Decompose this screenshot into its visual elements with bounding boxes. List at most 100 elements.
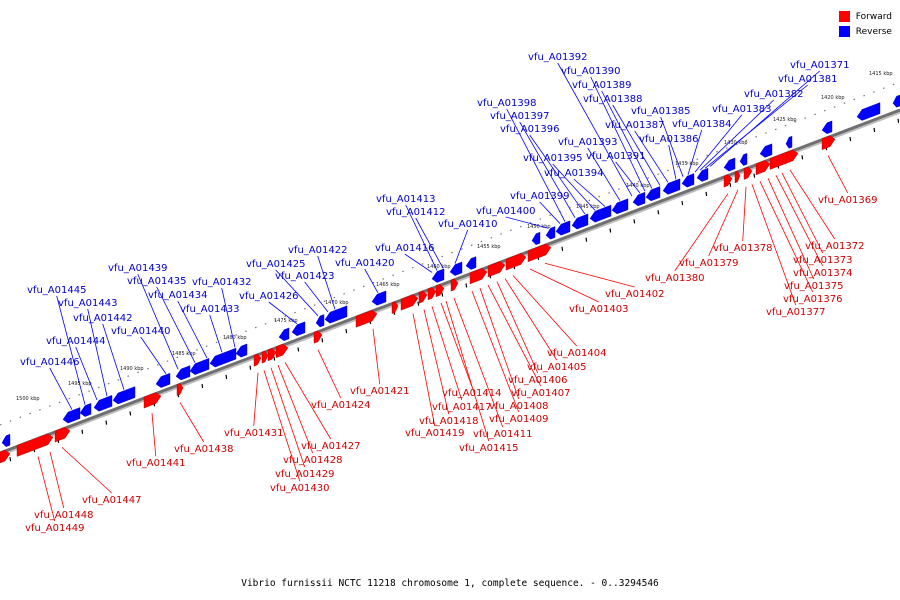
gene-label-vfu-a01408[interactable]: vfu_A01408: [489, 401, 548, 412]
gene-label-vfu-a01395[interactable]: vfu_A01395: [523, 153, 582, 164]
reverse-gene-arrow[interactable]: [785, 135, 793, 149]
reverse-gene-arrow[interactable]: [79, 403, 92, 417]
forward-gene-arrow[interactable]: [391, 301, 399, 314]
forward-gene-arrow[interactable]: [400, 294, 419, 311]
gene-label-vfu-a01433[interactable]: vfu_A01433: [180, 304, 239, 315]
forward-gene-arrow[interactable]: [487, 261, 506, 278]
forward-gene-arrow[interactable]: [527, 243, 552, 263]
gene-label-vfu-a01425[interactable]: vfu_A01425: [246, 259, 305, 270]
forward-gene-arrow[interactable]: [469, 268, 488, 285]
gene-label-vfu-a01374[interactable]: vfu_A01374: [793, 268, 852, 279]
gene-label-vfu-a01424[interactable]: vfu_A01424: [311, 400, 370, 411]
gene-label-vfu-a01379[interactable]: vfu_A01379: [679, 258, 738, 269]
reverse-gene-arrow[interactable]: [449, 261, 463, 276]
reverse-gene-arrow[interactable]: [545, 226, 556, 240]
gene-label-vfu-a01417[interactable]: vfu_A01417: [432, 402, 491, 413]
reverse-gene-arrow[interactable]: [175, 365, 191, 381]
gene-label-vfu-a01392[interactable]: vfu_A01392: [528, 52, 587, 63]
gene-label-vfu-a01421[interactable]: vfu_A01421: [350, 386, 409, 397]
reverse-gene-arrow[interactable]: [112, 386, 136, 405]
gene-label-vfu-a01371[interactable]: vfu_A01371: [790, 60, 849, 71]
gene-label-vfu-a01449[interactable]: vfu_A01449: [25, 523, 84, 534]
gene-label-vfu-a01382[interactable]: vfu_A01382: [744, 89, 803, 100]
reverse-gene-arrow[interactable]: [235, 343, 248, 358]
gene-label-vfu-a01390[interactable]: vfu_A01390: [561, 66, 620, 77]
reverse-gene-arrow[interactable]: [723, 157, 736, 172]
gene-label-vfu-a01389[interactable]: vfu_A01389: [572, 80, 631, 91]
gene-label-vfu-a01399[interactable]: vfu_A01399: [510, 191, 569, 202]
forward-gene-arrow[interactable]: [261, 350, 269, 364]
reverse-gene-arrow[interactable]: [278, 327, 290, 342]
gene-label-vfu-a01447[interactable]: vfu_A01447: [82, 495, 141, 506]
gene-label-vfu-a01434[interactable]: vfu_A01434: [148, 290, 207, 301]
forward-gene-arrow[interactable]: [450, 278, 459, 292]
forward-gene-arrow[interactable]: [0, 449, 11, 464]
gene-label-vfu-a01414[interactable]: vfu_A01414: [442, 388, 501, 399]
gene-label-vfu-a01444[interactable]: vfu_A01444: [46, 336, 105, 347]
gene-label-vfu-a01429[interactable]: vfu_A01429: [275, 469, 334, 480]
forward-gene-arrow[interactable]: [435, 284, 445, 298]
gene-label-vfu-a01373[interactable]: vfu_A01373: [793, 255, 852, 266]
gene-label-vfu-a01378[interactable]: vfu_A01378: [713, 243, 772, 254]
reverse-gene-arrow[interactable]: [571, 213, 589, 230]
reverse-gene-arrow[interactable]: [189, 358, 210, 375]
gene-label-vfu-a01404[interactable]: vfu_A01404: [547, 348, 606, 359]
reverse-gene-arrow[interactable]: [62, 407, 81, 424]
reverse-gene-arrow[interactable]: [759, 143, 773, 158]
forward-gene-arrow[interactable]: [313, 330, 323, 344]
forward-gene-arrow[interactable]: [176, 383, 184, 396]
gene-label-vfu-a01372[interactable]: vfu_A01372: [805, 241, 864, 252]
reverse-gene-arrow[interactable]: [821, 120, 833, 135]
forward-gene-arrow[interactable]: [505, 253, 527, 271]
reverse-gene-arrow[interactable]: [431, 268, 445, 283]
gene-label-vfu-a01398[interactable]: vfu_A01398: [477, 98, 536, 109]
gene-label-vfu-a01410[interactable]: vfu_A01410: [438, 219, 497, 230]
gene-label-vfu-a01396[interactable]: vfu_A01396: [500, 124, 559, 135]
reverse-gene-arrow[interactable]: [555, 220, 571, 236]
forward-gene-arrow[interactable]: [418, 290, 428, 304]
forward-gene-arrow[interactable]: [16, 433, 54, 457]
reverse-gene-arrow[interactable]: [856, 102, 881, 121]
gene-label-vfu-a01375[interactable]: vfu_A01375: [784, 281, 843, 292]
gene-label-vfu-a01405[interactable]: vfu_A01405: [527, 362, 586, 373]
forward-gene-arrow[interactable]: [769, 149, 799, 170]
gene-label-vfu-a01403[interactable]: vfu_A01403: [569, 304, 628, 315]
gene-label-vfu-a01440[interactable]: vfu_A01440: [111, 326, 170, 337]
gene-label-vfu-a01432[interactable]: vfu_A01432: [192, 277, 251, 288]
gene-label-vfu-a01380[interactable]: vfu_A01380: [645, 273, 704, 284]
gene-label-vfu-a01413[interactable]: vfu_A01413: [376, 194, 435, 205]
reverse-gene-arrow[interactable]: [739, 153, 748, 166]
gene-label-vfu-a01394[interactable]: vfu_A01394: [544, 168, 603, 179]
forward-gene-arrow[interactable]: [821, 135, 836, 150]
gene-label-vfu-a01423[interactable]: vfu_A01423: [275, 271, 334, 282]
gene-label-vfu-a01400[interactable]: vfu_A01400: [476, 206, 535, 217]
reverse-gene-arrow[interactable]: [662, 178, 681, 195]
reverse-gene-arrow[interactable]: [632, 191, 646, 207]
reverse-gene-arrow[interactable]: [324, 305, 348, 324]
forward-gene-arrow[interactable]: [143, 392, 162, 409]
gene-label-vfu-a01411[interactable]: vfu_A01411: [473, 429, 532, 440]
gene-label-vfu-a01387[interactable]: vfu_A01387: [605, 120, 664, 131]
gene-label-vfu-a01435[interactable]: vfu_A01435: [127, 276, 186, 287]
gene-label-vfu-a01416[interactable]: vfu_A01416: [375, 243, 434, 254]
reverse-gene-arrow[interactable]: [155, 372, 171, 388]
gene-label-vfu-a01386[interactable]: vfu_A01386: [639, 134, 698, 145]
forward-gene-arrow[interactable]: [743, 166, 753, 180]
gene-label-vfu-a01388[interactable]: vfu_A01388: [583, 94, 642, 105]
forward-gene-arrow[interactable]: [755, 160, 771, 176]
gene-label-vfu-a01418[interactable]: vfu_A01418: [419, 416, 478, 427]
reverse-gene-arrow[interactable]: [93, 395, 113, 412]
forward-gene-arrow[interactable]: [253, 353, 262, 367]
gene-label-vfu-a01407[interactable]: vfu_A01407: [511, 388, 570, 399]
gene-label-vfu-a01428[interactable]: vfu_A01428: [283, 455, 342, 466]
forward-gene-arrow[interactable]: [267, 348, 277, 362]
gene-label-vfu-a01441[interactable]: vfu_A01441: [126, 458, 185, 469]
gene-label-vfu-a01397[interactable]: vfu_A01397: [490, 111, 549, 122]
forward-gene-arrow[interactable]: [54, 426, 71, 443]
forward-gene-arrow[interactable]: [734, 170, 741, 184]
forward-gene-arrow[interactable]: [723, 174, 733, 188]
gene-label-vfu-a01443[interactable]: vfu_A01443: [58, 298, 117, 309]
forward-gene-arrow[interactable]: [355, 309, 378, 328]
reverse-gene-arrow[interactable]: [531, 231, 541, 245]
gene-label-vfu-a01442[interactable]: vfu_A01442: [73, 313, 132, 324]
